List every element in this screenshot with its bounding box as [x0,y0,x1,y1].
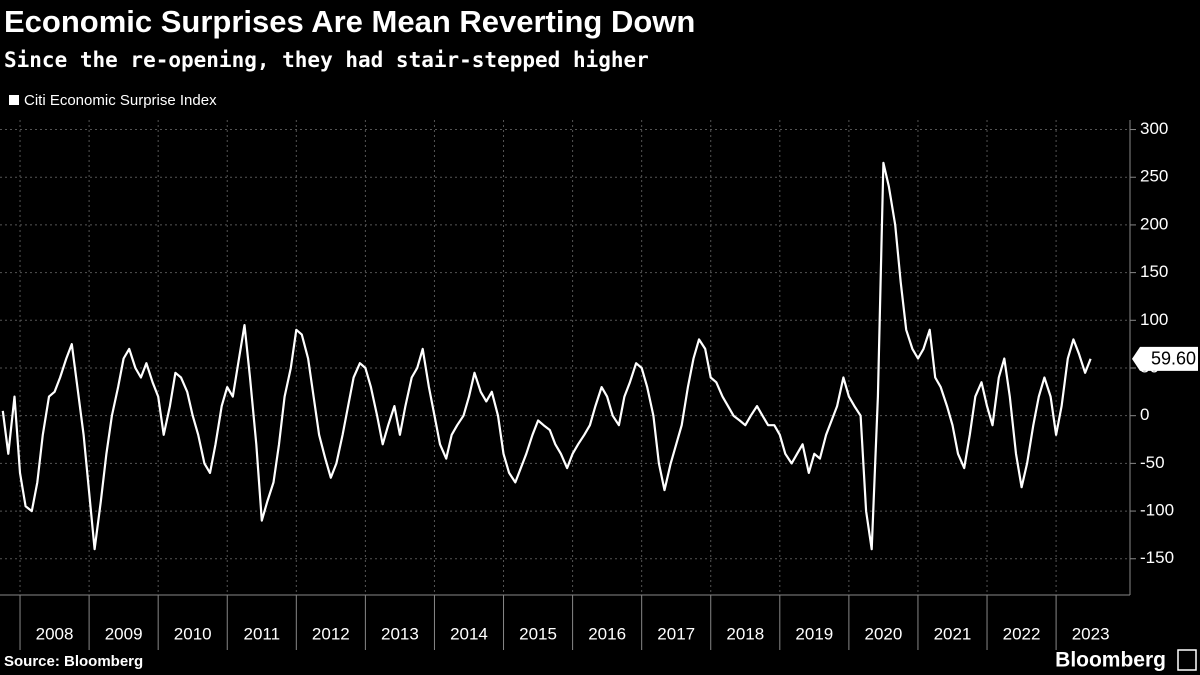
y-tick-label: -150 [1140,548,1174,567]
x-tick-label: 2014 [450,624,488,643]
y-tick-label: 250 [1140,167,1168,186]
y-tick-label: 0 [1140,405,1149,424]
chart-subtitle: Since the re-opening, they had stair-ste… [4,48,649,72]
series-line [1,161,1092,551]
source: Source: Bloomberg [4,653,143,670]
x-tick-label: 2016 [588,624,626,643]
x-tick-label: 2021 [934,624,972,643]
y-tick-label: 100 [1140,310,1168,329]
x-tick-label: 2017 [657,624,695,643]
x-tick-label: 2018 [726,624,764,643]
y-tick-label: 150 [1140,262,1168,281]
y-tick-label: 200 [1140,214,1168,233]
brand-icon [1177,649,1197,671]
x-tick-label: 2010 [174,624,212,643]
x-tick-label: 2008 [36,624,74,643]
brand: Bloomberg [1055,649,1166,672]
x-tick-label: 2023 [1072,624,1110,643]
x-tick-label: 2019 [795,624,833,643]
legend-label: Citi Economic Surprise Index [24,92,217,109]
y-tick-label: -50 [1140,453,1165,472]
x-tick-label: 2013 [381,624,419,643]
x-tick-label: 2020 [865,624,903,643]
x-tick-label: 2012 [312,624,350,643]
x-tick-label: 2015 [519,624,557,643]
x-tick-label: 2022 [1003,624,1041,643]
last-value-callout [1132,346,1198,371]
y-tick-label: 300 [1140,119,1168,138]
y-tick-label: -100 [1140,501,1174,520]
x-tick-label: 2011 [243,624,280,643]
legend-swatch [9,95,19,105]
x-tick-label: 2009 [105,624,143,643]
chart-title: Economic Surprises Are Mean Reverting Do… [4,4,695,39]
last-value-label: 59.60 [1151,349,1196,369]
